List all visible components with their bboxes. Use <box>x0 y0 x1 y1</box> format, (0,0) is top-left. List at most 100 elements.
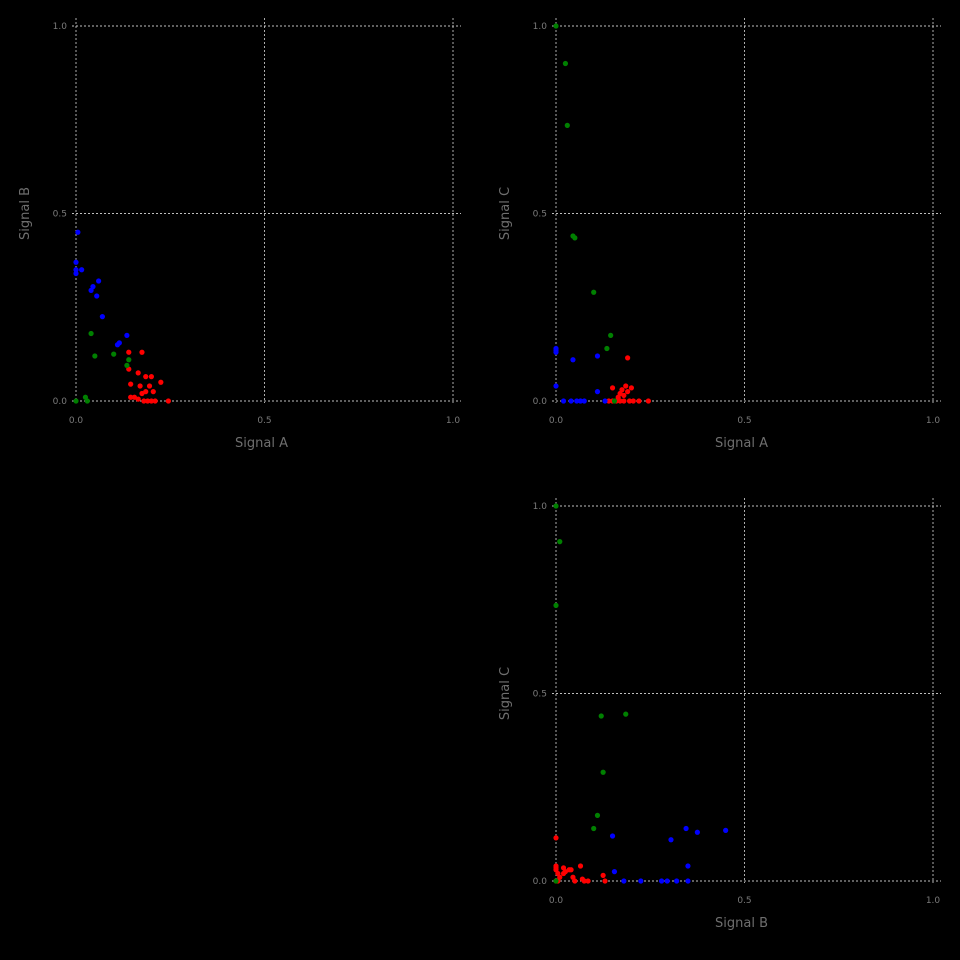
data-point <box>581 878 587 884</box>
data-point <box>574 398 580 404</box>
data-point <box>628 385 635 391</box>
data-point <box>562 60 569 67</box>
data-point <box>124 362 130 368</box>
data-point <box>591 825 597 832</box>
x-tick-label: 0.5 <box>737 416 751 426</box>
y-tick-label: 0.5 <box>533 690 547 700</box>
data-point <box>73 270 79 277</box>
data-point <box>617 398 623 404</box>
y-tick-label: 1.0 <box>533 502 548 512</box>
data-point <box>609 385 616 391</box>
data-point <box>128 394 134 400</box>
data-point <box>553 503 559 509</box>
data-point <box>560 398 567 404</box>
y-axis-title: Signal C <box>498 187 513 240</box>
data-point <box>611 869 618 875</box>
data-point <box>600 872 606 878</box>
data-point <box>694 829 700 835</box>
data-point <box>73 398 79 404</box>
data-point <box>143 374 149 380</box>
data-point <box>99 314 105 320</box>
data-point <box>623 711 629 717</box>
x-tick-label: 0.0 <box>549 416 564 426</box>
data-point <box>723 827 729 833</box>
y-tick-label: 0.0 <box>53 397 68 407</box>
y-tick-label: 0.0 <box>533 877 548 887</box>
x-tick-label: 1.0 <box>926 416 941 426</box>
data-point <box>594 353 601 359</box>
data-point <box>126 357 132 363</box>
x-tick-label: 0.5 <box>257 416 271 426</box>
y-tick-label: 1.0 <box>533 22 548 32</box>
data-point <box>604 345 610 352</box>
data-point <box>92 353 98 359</box>
series--0000ff <box>553 345 608 404</box>
data-point <box>683 825 689 832</box>
data-point <box>621 398 627 404</box>
data-point <box>685 863 691 869</box>
data-point <box>146 383 153 389</box>
data-point <box>581 398 587 404</box>
data-point <box>79 267 85 273</box>
data-point <box>96 278 102 284</box>
x-axis-title: Signal A <box>235 436 288 451</box>
data-point <box>621 392 627 398</box>
data-point <box>609 833 616 839</box>
data-point <box>111 351 117 357</box>
data-point <box>114 342 121 348</box>
data-point <box>553 349 559 355</box>
series--008000 <box>553 23 618 404</box>
x-axis-title: Signal B <box>715 916 768 931</box>
x-tick-label: 1.0 <box>446 416 461 426</box>
data-point <box>594 389 601 395</box>
data-point <box>158 379 164 385</box>
data-point <box>625 355 631 361</box>
data-point <box>621 878 627 884</box>
data-point <box>553 835 559 841</box>
data-point <box>658 878 665 884</box>
data-point <box>135 370 141 376</box>
y-tick-label: 1.0 <box>53 22 68 32</box>
data-point <box>674 878 680 884</box>
series--0000ff <box>609 825 729 884</box>
data-point <box>150 389 156 395</box>
data-point <box>94 293 100 299</box>
data-point <box>126 349 132 355</box>
panel-signal-a-vs-signal-b: 0.0 0.5 1.0 0.0 0.5 1.0 Signal A Signal B <box>18 18 461 451</box>
data-point <box>128 381 134 387</box>
data-point <box>148 398 154 404</box>
data-point <box>606 398 612 404</box>
data-point <box>685 878 691 884</box>
data-point <box>568 398 574 404</box>
data-point <box>591 289 597 295</box>
data-point <box>664 878 670 884</box>
data-point <box>135 396 141 402</box>
data-point <box>553 878 559 884</box>
data-point <box>638 878 644 884</box>
y-tick-label: 0.5 <box>533 210 547 220</box>
data-point <box>137 383 143 389</box>
data-point <box>165 398 171 404</box>
data-point <box>572 235 578 241</box>
x-tick-label: 0.0 <box>69 416 84 426</box>
data-point <box>139 349 145 355</box>
x-axis-title: Signal A <box>715 436 768 451</box>
data-point <box>145 398 151 404</box>
data-point <box>75 229 81 235</box>
panel-signal-b-vs-signal-c: 0.0 0.5 1.0 0.0 0.5 1.0 Signal B Signal C <box>498 498 941 931</box>
data-point <box>560 870 567 877</box>
data-point <box>600 769 606 775</box>
data-point <box>630 398 636 404</box>
x-tick-label: 0.5 <box>737 896 751 906</box>
data-point <box>611 398 618 404</box>
data-point <box>668 837 674 843</box>
data-point <box>598 713 604 719</box>
data-point <box>602 398 608 404</box>
data-point <box>73 267 79 273</box>
y-axis-title: Signal B <box>18 187 33 240</box>
data-point <box>88 330 94 337</box>
data-point <box>84 398 90 404</box>
data-point <box>152 398 158 404</box>
data-point <box>88 287 94 293</box>
series--ff0000 <box>553 835 608 884</box>
